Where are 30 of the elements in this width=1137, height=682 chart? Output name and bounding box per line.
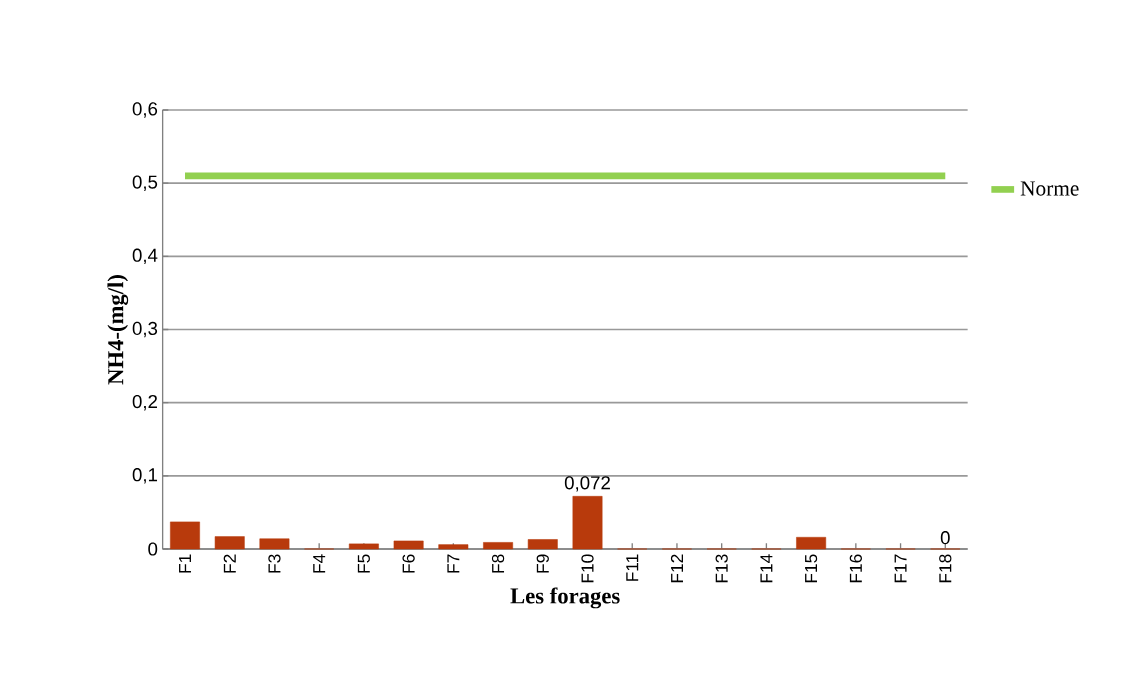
y-tick-label: 0,5: [132, 175, 158, 191]
x-tick-label: F14: [760, 554, 773, 583]
x-tick-label: F18: [939, 554, 952, 583]
y-tick-label: 0: [148, 542, 158, 556]
x-axis-title: Les forages: [510, 587, 620, 609]
x-tick-label: F10: [581, 554, 594, 583]
x-tick-label: F17: [894, 554, 907, 583]
x-tick-label: F7: [447, 554, 460, 573]
x-tick-label: F6: [402, 554, 415, 573]
x-tick-label: F5: [357, 554, 370, 573]
x-tick-label: F15: [805, 554, 818, 583]
x-tick-label: F9: [536, 554, 549, 573]
y-axis-title: NH4-(mg/l): [107, 275, 129, 385]
data-label: 0,072: [564, 476, 610, 492]
x-tick-label: F2: [223, 554, 236, 573]
y-tick-label: 0,2: [132, 394, 157, 411]
data-label: 0: [940, 531, 950, 545]
x-tick-label: F1: [179, 554, 191, 573]
x-tick-label: F8: [491, 554, 505, 573]
y-tick-label: 0,4: [132, 248, 158, 265]
x-tick-label: F3: [268, 554, 281, 573]
y-tick-label: 0,1: [132, 468, 158, 484]
x-tick-label: F4: [313, 554, 326, 573]
y-tick-label: 0,3: [132, 321, 158, 338]
x-tick-label: F13: [715, 554, 728, 583]
y-tick-label: 0,6: [132, 102, 158, 118]
x-tick-label: F11: [626, 554, 639, 581]
x-tick-label: F16: [849, 554, 862, 583]
x-tick-label: F12: [670, 554, 683, 583]
legend-label: Norme: [1020, 181, 1079, 196]
